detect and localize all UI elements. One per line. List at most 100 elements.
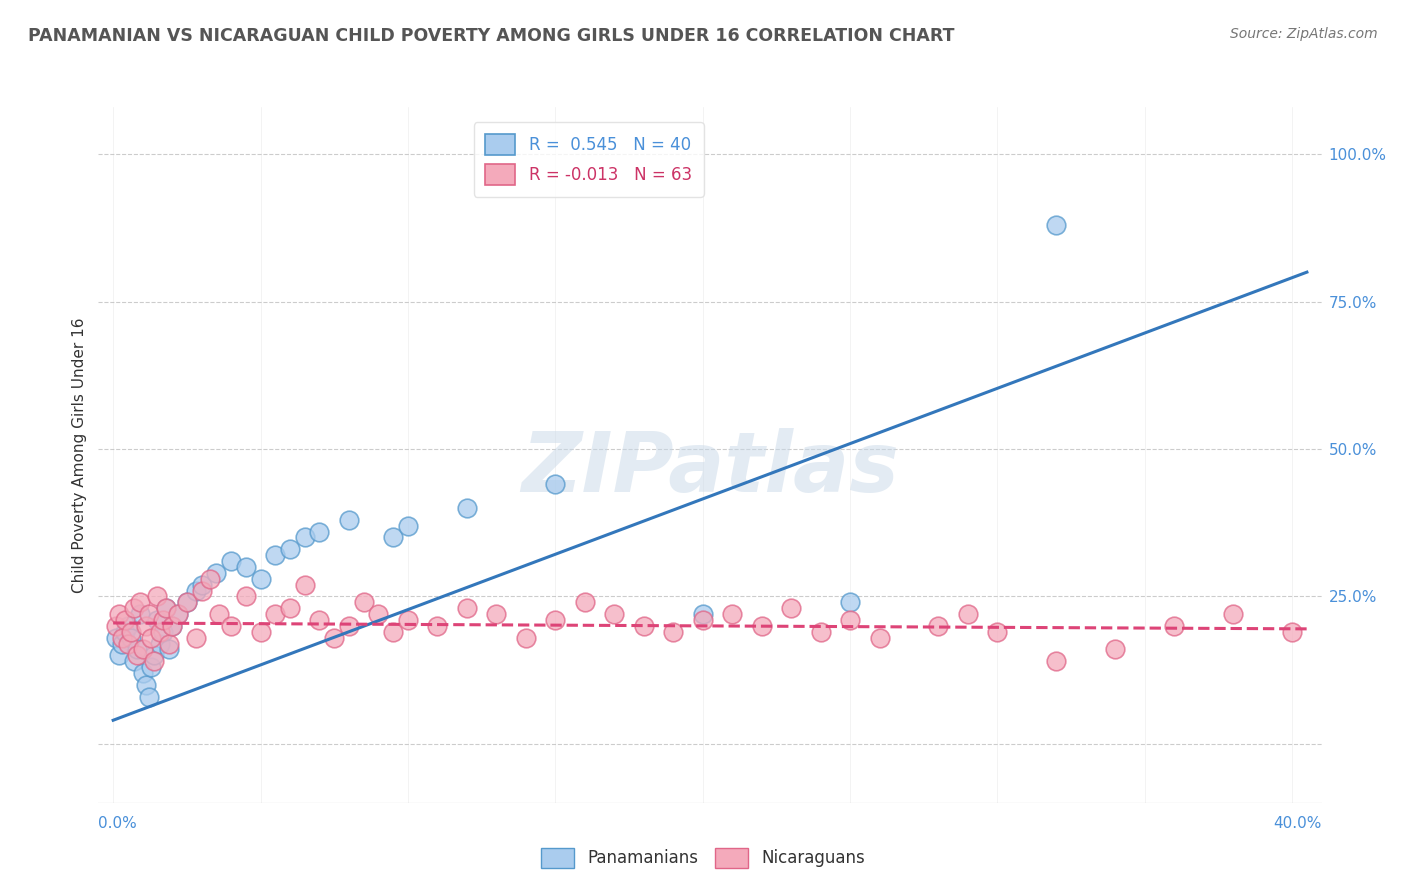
Point bbox=[135, 619, 157, 633]
Point bbox=[122, 601, 145, 615]
Point bbox=[155, 601, 177, 615]
Point bbox=[353, 595, 375, 609]
Text: ZIPatlas: ZIPatlas bbox=[522, 428, 898, 509]
Point bbox=[155, 601, 177, 615]
Point bbox=[117, 637, 139, 651]
Point bbox=[128, 607, 150, 621]
Point bbox=[105, 619, 128, 633]
Point bbox=[146, 613, 169, 627]
Point bbox=[264, 548, 287, 562]
Point bbox=[426, 619, 449, 633]
Point bbox=[751, 619, 773, 633]
Point bbox=[382, 531, 405, 545]
Point bbox=[869, 631, 891, 645]
Point bbox=[1163, 619, 1185, 633]
Point bbox=[692, 607, 714, 621]
Point bbox=[146, 590, 169, 604]
Point bbox=[190, 577, 212, 591]
Point bbox=[120, 631, 142, 645]
Point bbox=[662, 624, 685, 639]
Point bbox=[780, 601, 803, 615]
Point bbox=[1222, 607, 1244, 621]
Legend: Panamanians, Nicaraguans: Panamanians, Nicaraguans bbox=[534, 841, 872, 875]
Point bbox=[160, 619, 183, 633]
Point bbox=[138, 690, 160, 704]
Point bbox=[1045, 218, 1067, 232]
Point bbox=[633, 619, 655, 633]
Point bbox=[200, 572, 222, 586]
Point bbox=[337, 513, 360, 527]
Text: PANAMANIAN VS NICARAGUAN CHILD POVERTY AMONG GIRLS UNDER 16 CORRELATION CHART: PANAMANIAN VS NICARAGUAN CHILD POVERTY A… bbox=[28, 27, 955, 45]
Point bbox=[131, 666, 153, 681]
Point bbox=[111, 631, 134, 645]
Point bbox=[190, 583, 212, 598]
Point bbox=[149, 624, 172, 639]
Point bbox=[167, 607, 190, 621]
Point bbox=[367, 607, 389, 621]
Point bbox=[135, 678, 157, 692]
Text: Source: ZipAtlas.com: Source: ZipAtlas.com bbox=[1230, 27, 1378, 41]
Text: 0.0%: 0.0% bbox=[98, 816, 138, 831]
Text: 40.0%: 40.0% bbox=[1274, 816, 1322, 831]
Point bbox=[157, 642, 180, 657]
Point bbox=[515, 631, 537, 645]
Y-axis label: Child Poverty Among Girls Under 16: Child Poverty Among Girls Under 16 bbox=[72, 318, 87, 592]
Point bbox=[152, 624, 174, 639]
Point bbox=[382, 624, 405, 639]
Point bbox=[721, 607, 744, 621]
Point bbox=[986, 624, 1008, 639]
Point bbox=[184, 583, 207, 598]
Point bbox=[839, 613, 862, 627]
Point bbox=[1281, 624, 1303, 639]
Point bbox=[176, 595, 198, 609]
Point bbox=[205, 566, 228, 580]
Point bbox=[396, 613, 419, 627]
Point bbox=[1045, 654, 1067, 668]
Point bbox=[544, 613, 567, 627]
Point bbox=[167, 607, 190, 621]
Point bbox=[603, 607, 626, 621]
Point bbox=[396, 518, 419, 533]
Point bbox=[105, 631, 128, 645]
Point bbox=[485, 607, 508, 621]
Point bbox=[138, 607, 160, 621]
Point bbox=[208, 607, 231, 621]
Point bbox=[152, 613, 174, 627]
Point bbox=[278, 601, 301, 615]
Point bbox=[235, 590, 257, 604]
Point bbox=[544, 477, 567, 491]
Point bbox=[308, 613, 330, 627]
Point bbox=[219, 619, 242, 633]
Point bbox=[294, 577, 316, 591]
Point bbox=[141, 660, 163, 674]
Point bbox=[278, 542, 301, 557]
Point bbox=[308, 524, 330, 539]
Point bbox=[122, 654, 145, 668]
Point bbox=[176, 595, 198, 609]
Point bbox=[160, 619, 183, 633]
Point bbox=[184, 631, 207, 645]
Point bbox=[219, 554, 242, 568]
Point bbox=[323, 631, 346, 645]
Point bbox=[111, 637, 134, 651]
Point bbox=[141, 631, 163, 645]
Point bbox=[249, 624, 271, 639]
Point bbox=[114, 613, 136, 627]
Point bbox=[294, 531, 316, 545]
Point bbox=[456, 500, 478, 515]
Point bbox=[927, 619, 949, 633]
Point bbox=[264, 607, 287, 621]
Point bbox=[149, 637, 172, 651]
Point bbox=[108, 607, 131, 621]
Point bbox=[456, 601, 478, 615]
Point bbox=[125, 648, 148, 663]
Point bbox=[956, 607, 979, 621]
Point bbox=[692, 613, 714, 627]
Point bbox=[574, 595, 596, 609]
Point bbox=[125, 642, 148, 657]
Point bbox=[128, 595, 150, 609]
Point bbox=[157, 637, 180, 651]
Point bbox=[108, 648, 131, 663]
Point bbox=[235, 560, 257, 574]
Point bbox=[1104, 642, 1126, 657]
